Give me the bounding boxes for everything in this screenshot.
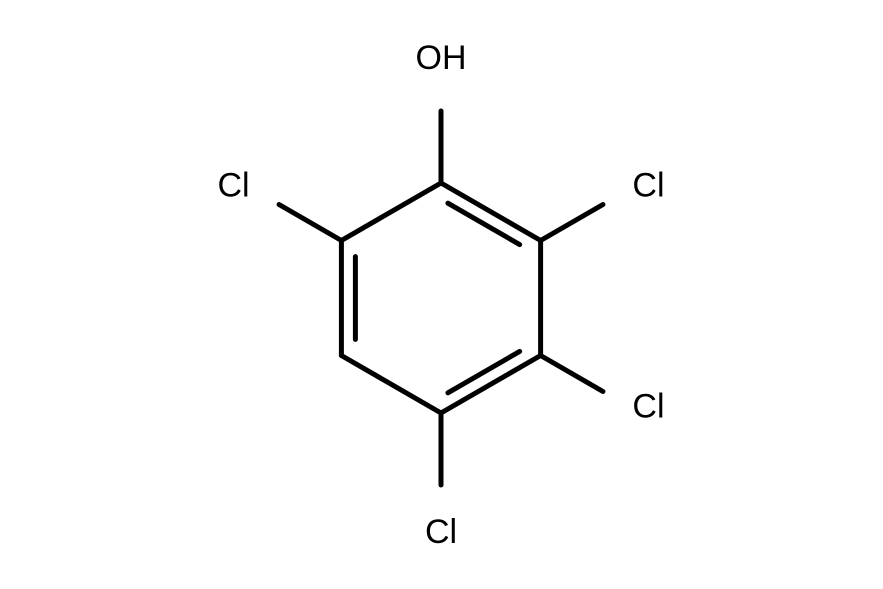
sub-bond-c2 bbox=[541, 205, 603, 241]
bond-c3-c4 bbox=[441, 356, 541, 414]
sub-bond-c6 bbox=[279, 205, 341, 241]
atom-label-cl-c3: Cl bbox=[632, 387, 664, 425]
bond-c6-c1 bbox=[341, 183, 441, 241]
sub-bond-c3 bbox=[541, 356, 603, 392]
atom-label-cl-c6: Cl bbox=[217, 166, 249, 204]
atom-label-oh-c1: OH bbox=[416, 39, 467, 77]
atom-label-cl-c2: Cl bbox=[632, 166, 664, 204]
diagram-canvas: OH Cl Cl Cl Cl bbox=[0, 0, 883, 589]
molecule-svg: OH Cl Cl Cl Cl bbox=[0, 0, 883, 589]
bond-c4-c5 bbox=[341, 356, 441, 414]
bond-c1-c2 bbox=[441, 183, 541, 241]
atom-label-cl-c4: Cl bbox=[425, 513, 457, 551]
